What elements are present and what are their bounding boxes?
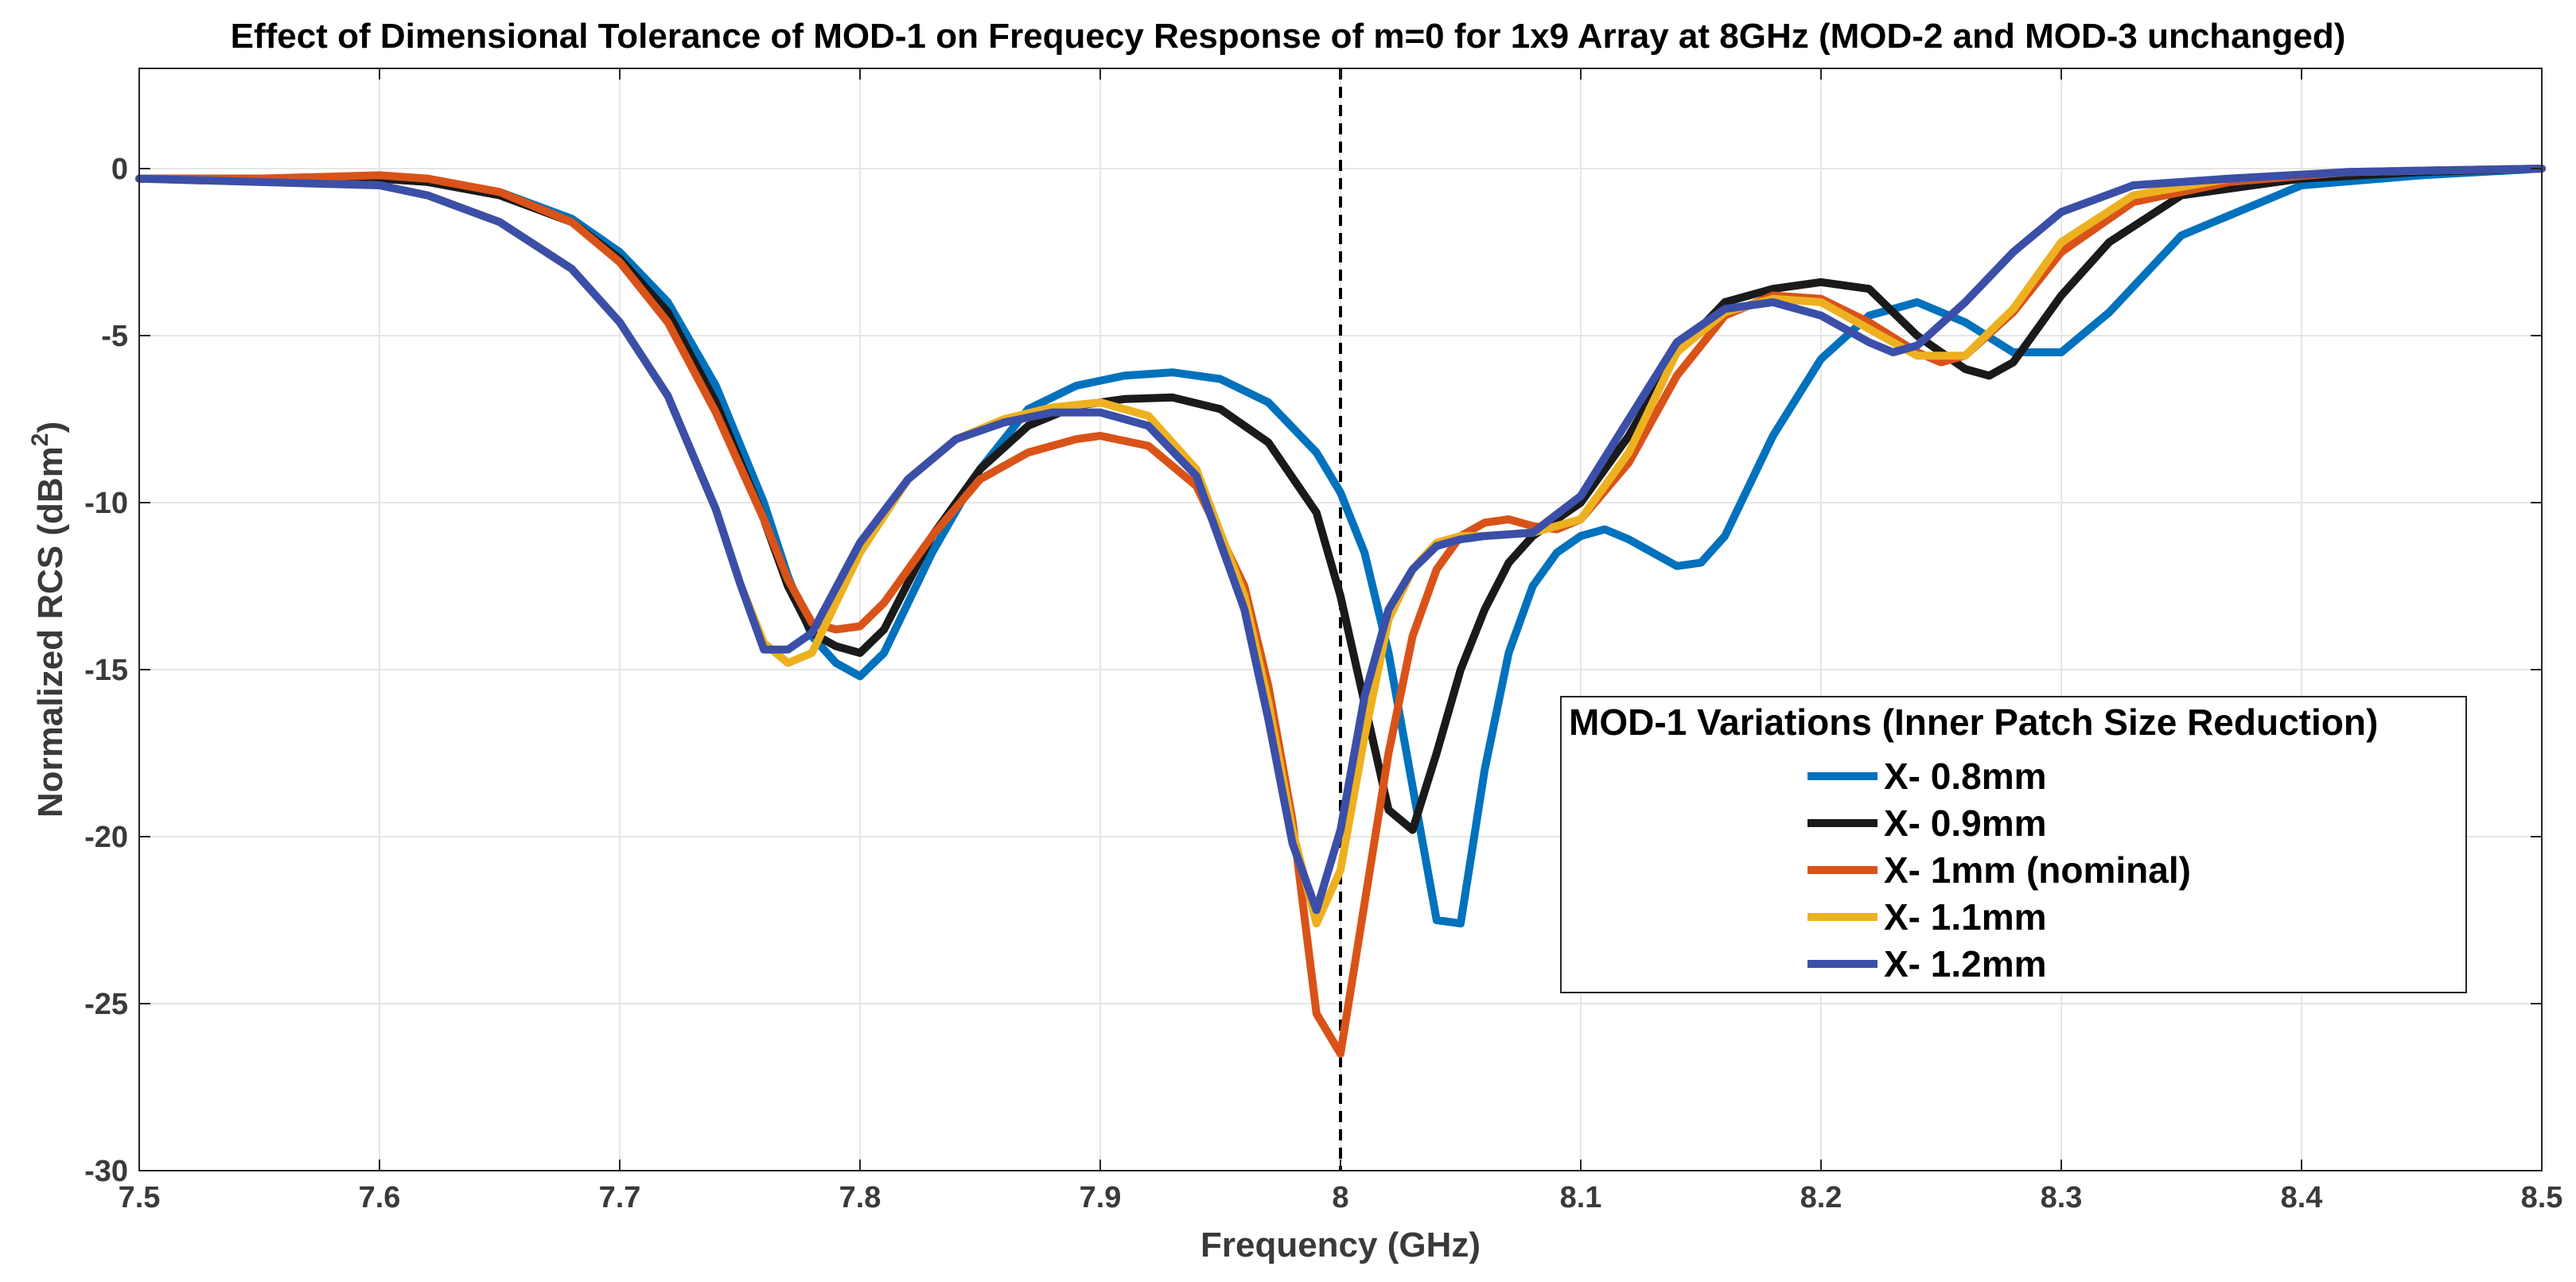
y-axis-label-superscript: 2 bbox=[27, 433, 53, 447]
chart-title: Effect of Dimensional Tolerance of MOD-1… bbox=[231, 17, 2346, 56]
x-tick-label: 8.4 bbox=[2281, 1181, 2323, 1214]
x-tick-label: 8.3 bbox=[2041, 1181, 2083, 1214]
x-tick-label: 7.8 bbox=[839, 1181, 881, 1214]
legend-label-2: X- 0.9mm bbox=[1884, 802, 2047, 844]
series-group bbox=[135, 165, 2546, 1058]
x-tick-label: 7.6 bbox=[359, 1181, 401, 1214]
y-tick-label: -10 bbox=[84, 487, 128, 520]
legend-label-5: X- 1.2mm bbox=[1884, 943, 2047, 985]
y-tick-label: -30 bbox=[84, 1155, 128, 1188]
x-tick-label: 8.5 bbox=[2521, 1181, 2563, 1214]
y-tick-label: 0 bbox=[111, 153, 128, 186]
legend-label-3: X- 1mm (nominal) bbox=[1884, 849, 2191, 891]
x-tick-label: 7.9 bbox=[1080, 1181, 1122, 1214]
x-axis-label: Frequency (GHz) bbox=[1200, 1226, 1481, 1265]
legend-label-4: X- 1.1mm bbox=[1884, 896, 2047, 938]
x-tick-label: 7.5 bbox=[119, 1181, 161, 1214]
x-axis-ticks: 7.5 7.6 7.7 7.8 7.9 8 8.1 8.2 8.3 8.4 8.5 bbox=[119, 68, 2563, 1214]
y-axis-ticks: 0 -5 -10 -15 -20 -25 -30 bbox=[84, 153, 2542, 1188]
y-tick-label: -5 bbox=[101, 320, 128, 353]
x-tick-label: 8.1 bbox=[1560, 1181, 1602, 1214]
series-line-5 bbox=[135, 165, 2546, 915]
x-tick-label: 7.7 bbox=[599, 1181, 641, 1214]
legend-label-1: X- 0.8mm bbox=[1884, 756, 2047, 797]
series-line-1 bbox=[135, 165, 2546, 928]
legend-items: X- 0.8mm X- 0.9mm X- 1mm (nominal) X- 1.1mm… bbox=[1807, 756, 2191, 985]
y-tick-label: -25 bbox=[84, 988, 128, 1021]
legend-title: MOD-1 Variations (Inner Patch Size Reduc… bbox=[1569, 701, 2378, 743]
legend: MOD-1 Variations (Inner Patch Size Reduc… bbox=[1560, 696, 2467, 993]
x-tick-label: 8.2 bbox=[1800, 1181, 1843, 1214]
y-tick-label: -20 bbox=[84, 821, 128, 854]
y-tick-label: -15 bbox=[84, 654, 128, 687]
y-axis-label-main: Normalized RCS (dBm bbox=[31, 446, 70, 818]
legend-box bbox=[1560, 696, 2467, 993]
y-axis-label-end: ) bbox=[31, 422, 70, 433]
x-tick-label: 8 bbox=[1332, 1181, 1348, 1214]
y-axis-label: Normalized RCS (dBm2) bbox=[27, 422, 70, 818]
series-line-3 bbox=[135, 165, 2546, 1058]
